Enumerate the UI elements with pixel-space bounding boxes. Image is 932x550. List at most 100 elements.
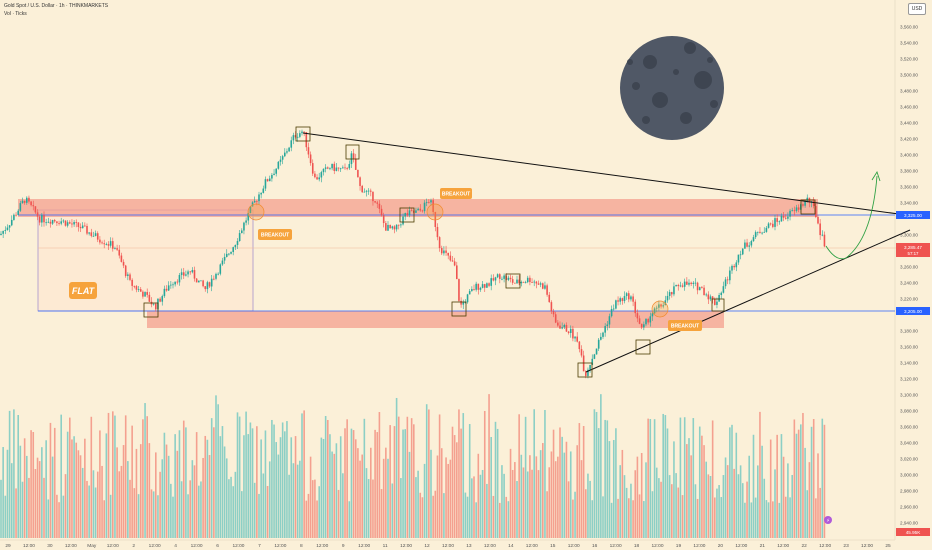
price-tick-label: 3,400.00	[900, 153, 918, 158]
volume-bar	[632, 500, 634, 538]
volume-bar	[49, 422, 52, 538]
volume-bar	[664, 415, 667, 538]
candle-body	[189, 271, 191, 273]
candle-body	[421, 210, 424, 212]
volume-bar	[191, 460, 194, 538]
volume-bar	[774, 469, 776, 538]
time-tick-label: 12:00	[149, 543, 161, 549]
time-tick-label: 12:00	[107, 543, 119, 549]
price-candles	[0, 129, 826, 379]
volume-bar	[230, 476, 232, 538]
volume-bar	[417, 470, 419, 538]
candle-body	[204, 286, 207, 290]
volume-bar	[395, 397, 398, 538]
volume-bar	[535, 456, 538, 538]
volume-bar	[711, 420, 714, 538]
candle-body	[286, 151, 288, 153]
volume-bar	[271, 419, 273, 538]
candle-body	[107, 244, 110, 246]
candle-body	[174, 281, 176, 285]
volume-bar	[367, 479, 370, 538]
volume-bar	[208, 455, 211, 538]
candle-body	[720, 292, 723, 296]
candle-body	[503, 275, 505, 279]
candle-body	[714, 298, 716, 305]
volume-bar	[275, 442, 277, 538]
currency-button[interactable]: USD	[908, 3, 926, 15]
volume-bar	[372, 479, 374, 538]
volume-bar	[795, 433, 798, 538]
volume-bar	[819, 487, 821, 538]
candle-body	[408, 210, 411, 216]
pivot-marker	[399, 207, 415, 223]
volume-bar	[722, 475, 725, 538]
volume-bar	[322, 438, 325, 538]
candle-body	[636, 313, 639, 319]
volume-bar	[548, 467, 551, 538]
candle-body	[585, 371, 587, 376]
candle-body	[815, 206, 817, 218]
volume-bar	[625, 487, 628, 538]
candle-body	[668, 292, 671, 296]
candle-body	[193, 270, 196, 279]
volume-bar	[479, 474, 482, 538]
volume-bar	[161, 459, 164, 538]
candle-body	[337, 167, 340, 169]
volume-bar	[804, 447, 806, 538]
time-tick-label: 12:00	[65, 543, 77, 549]
volume-bar	[331, 451, 333, 538]
volume-bar	[333, 453, 336, 538]
candle-body	[316, 177, 318, 180]
volume-bar	[696, 498, 699, 538]
candle-body	[221, 260, 224, 265]
volume-bar	[791, 474, 793, 538]
candle-body	[406, 213, 409, 216]
candle-body	[608, 316, 611, 325]
volume-bar	[597, 428, 600, 538]
volume-bar	[707, 474, 710, 538]
volume-bar	[821, 418, 824, 538]
candle-body	[694, 282, 697, 284]
volume-bar	[316, 500, 318, 538]
bolt-icon[interactable]	[824, 516, 832, 524]
time-tick-label: 15	[550, 543, 556, 549]
candle-body	[516, 279, 518, 284]
candle-body	[638, 318, 641, 324]
volume-bar	[458, 409, 460, 538]
volume-bar	[716, 488, 718, 538]
volume-bar	[309, 456, 312, 538]
volume-bar	[84, 438, 86, 538]
candle-body	[299, 133, 301, 137]
volume-bar	[167, 455, 170, 538]
volume-bar	[705, 461, 707, 538]
time-tick-label: 12:00	[819, 543, 831, 549]
candle-body	[241, 230, 243, 234]
candle-body	[447, 252, 449, 256]
candle-body	[726, 279, 729, 281]
candle-body	[705, 294, 707, 296]
flat-label-box	[69, 282, 97, 299]
price-tick-label: 3,560.00	[900, 25, 918, 30]
volume-bar	[94, 487, 97, 538]
candle-body	[440, 248, 443, 254]
price-tick-label: 2,940.00	[900, 521, 918, 526]
flat-label: FLAT	[72, 286, 96, 296]
volume-bar	[608, 441, 611, 538]
volume-bar	[359, 460, 361, 538]
volume-bar	[544, 409, 546, 538]
volume-bar	[339, 436, 342, 538]
candle-body	[195, 278, 198, 283]
volume-bar	[335, 443, 338, 538]
volume-bar	[413, 424, 415, 538]
candle-body	[647, 319, 649, 323]
volume-bar	[507, 501, 510, 538]
candle-body	[185, 274, 187, 276]
volume-bar	[492, 495, 495, 538]
volume-bar	[724, 457, 727, 538]
volume-bar	[585, 489, 587, 538]
candle-body	[655, 307, 658, 309]
candle-body	[10, 219, 13, 226]
candle-body	[120, 255, 123, 262]
candle-body	[507, 277, 510, 280]
